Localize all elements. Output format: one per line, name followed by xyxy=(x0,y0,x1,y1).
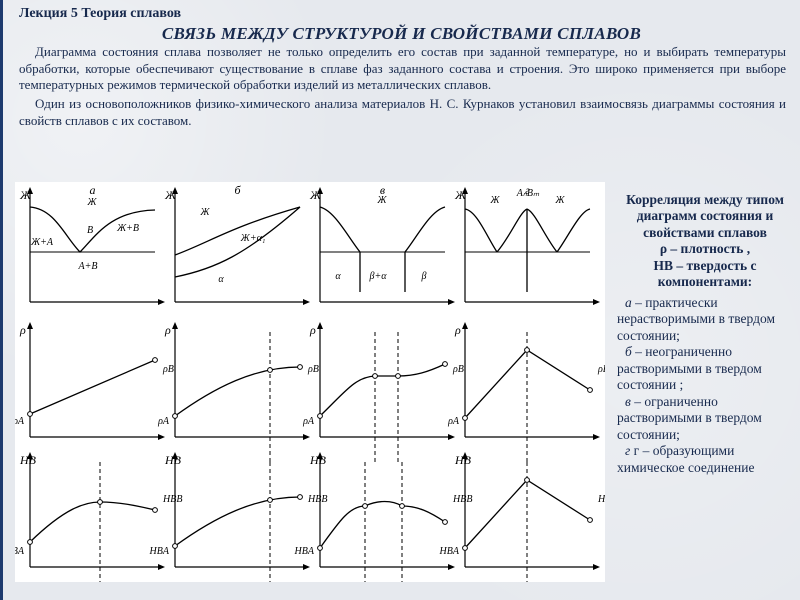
paragraph-1: Диаграмма состояния сплава позволяет не … xyxy=(19,44,786,94)
svg-text:Ж: Ж xyxy=(199,207,210,218)
page-root: Лекция 5 Теория сплавов СВЯЗЬ МЕЖДУ СТРУ… xyxy=(0,0,800,600)
svg-text:α: α xyxy=(218,274,224,285)
svg-text:Ж: Ж xyxy=(19,188,32,202)
svg-text:АₙBₘ: АₙBₘ xyxy=(516,188,540,199)
svg-text:ρА: ρА xyxy=(447,416,460,427)
svg-text:HB: HB xyxy=(309,453,327,467)
legend-text-g: г – образующими химическое соединение xyxy=(617,443,754,474)
svg-text:HBА: HBА xyxy=(294,546,315,557)
svg-text:Ж: Ж xyxy=(86,197,97,208)
svg-text:В: В xyxy=(87,225,93,236)
lecture-tag: Лекция 5 Теория сплавов xyxy=(19,6,181,22)
svg-text:ρ: ρ xyxy=(454,323,461,337)
sidebar: Корреляция между типом диаграмм состояни… xyxy=(617,192,793,476)
svg-text:б: б xyxy=(234,183,241,197)
legend-item-v: в – ограниченно растворимыми в твердом с… xyxy=(617,394,793,443)
svg-text:HBВ: HBВ xyxy=(162,494,182,505)
svg-text:Ж: Ж xyxy=(454,188,467,202)
svg-text:ρВ: ρВ xyxy=(452,364,464,375)
svg-text:HBВ: HBВ xyxy=(597,494,605,505)
svg-text:ρВ: ρВ xyxy=(162,364,174,375)
sidebar-rho: ρ – плотность , xyxy=(660,241,750,256)
svg-text:ρВ: ρВ xyxy=(307,364,319,375)
sidebar-title-text: Корреляция между типом диаграмм состояни… xyxy=(626,192,784,240)
svg-text:ρА: ρА xyxy=(302,416,315,427)
svg-text:HB: HB xyxy=(164,453,182,467)
body-text: Диаграмма состояния сплава позволяет не … xyxy=(19,44,786,131)
svg-text:ρВ: ρВ xyxy=(597,364,605,375)
paragraph-2: Один из основоположников физико-химическ… xyxy=(19,96,786,129)
legend-item-g: г г – образующими химическое соединение xyxy=(617,443,793,476)
sidebar-list: а – практически нерастворимыми в твердом… xyxy=(617,295,793,476)
svg-text:Ж: Ж xyxy=(489,195,500,206)
svg-text:HB: HB xyxy=(454,453,472,467)
svg-text:Ж+α₁: Ж+α₁ xyxy=(240,233,266,244)
svg-text:Ж+А: Ж+А xyxy=(30,237,54,248)
svg-text:HBА: HBА xyxy=(149,546,170,557)
svg-text:Ж: Ж xyxy=(554,195,565,206)
svg-text:HBВ: HBВ xyxy=(307,494,327,505)
svg-text:β+α: β+α xyxy=(369,271,388,282)
svg-text:HB: HB xyxy=(19,453,37,467)
svg-text:β: β xyxy=(421,271,427,282)
page-title: СВЯЗЬ МЕЖДУ СТРУКТУРОЙ И СВОЙСТВАМИ СПЛА… xyxy=(3,24,800,44)
diagram-svg: абвгЖЖЖ+АЖ+ВВА+ВЖЖЖ+α₁αЖЖαβ+αβЖЖЖАₙBₘρρА… xyxy=(15,182,605,582)
legend-item-a: а – практически нерастворимыми в твердом… xyxy=(617,295,793,344)
svg-text:Ж: Ж xyxy=(164,188,177,202)
svg-text:Ж: Ж xyxy=(309,188,322,202)
svg-text:ρ: ρ xyxy=(309,323,316,337)
svg-text:HBВ: HBВ xyxy=(452,494,472,505)
legend-text-a: – практически нерастворимыми в твердом с… xyxy=(617,295,775,343)
svg-text:а: а xyxy=(90,183,96,197)
sidebar-hb: HB – твердость с компонентами: xyxy=(654,258,757,289)
sidebar-title: Корреляция между типом диаграмм состояни… xyxy=(617,192,793,291)
svg-text:HBА: HBА xyxy=(15,546,25,557)
svg-text:Ж: Ж xyxy=(376,195,387,206)
diagram-grid: абвгЖЖЖ+АЖ+ВВА+ВЖЖЖ+α₁αЖЖαβ+αβЖЖЖАₙBₘρρА… xyxy=(15,182,605,582)
legend-text-b: – неограниченно растворимыми в твердом с… xyxy=(617,344,762,392)
svg-text:α: α xyxy=(335,271,341,282)
legend-text-v: – ограниченно растворимыми в твердом сос… xyxy=(617,394,762,442)
svg-text:ρА: ρА xyxy=(157,416,170,427)
svg-text:HBА: HBА xyxy=(439,546,460,557)
svg-text:ρ: ρ xyxy=(164,323,171,337)
svg-text:ρ: ρ xyxy=(19,323,26,337)
svg-text:ρА: ρА xyxy=(15,416,25,427)
svg-text:Ж+В: Ж+В xyxy=(116,223,139,234)
svg-text:А+В: А+В xyxy=(78,261,98,272)
legend-item-b: б – неограниченно растворимыми в твердом… xyxy=(617,344,793,393)
